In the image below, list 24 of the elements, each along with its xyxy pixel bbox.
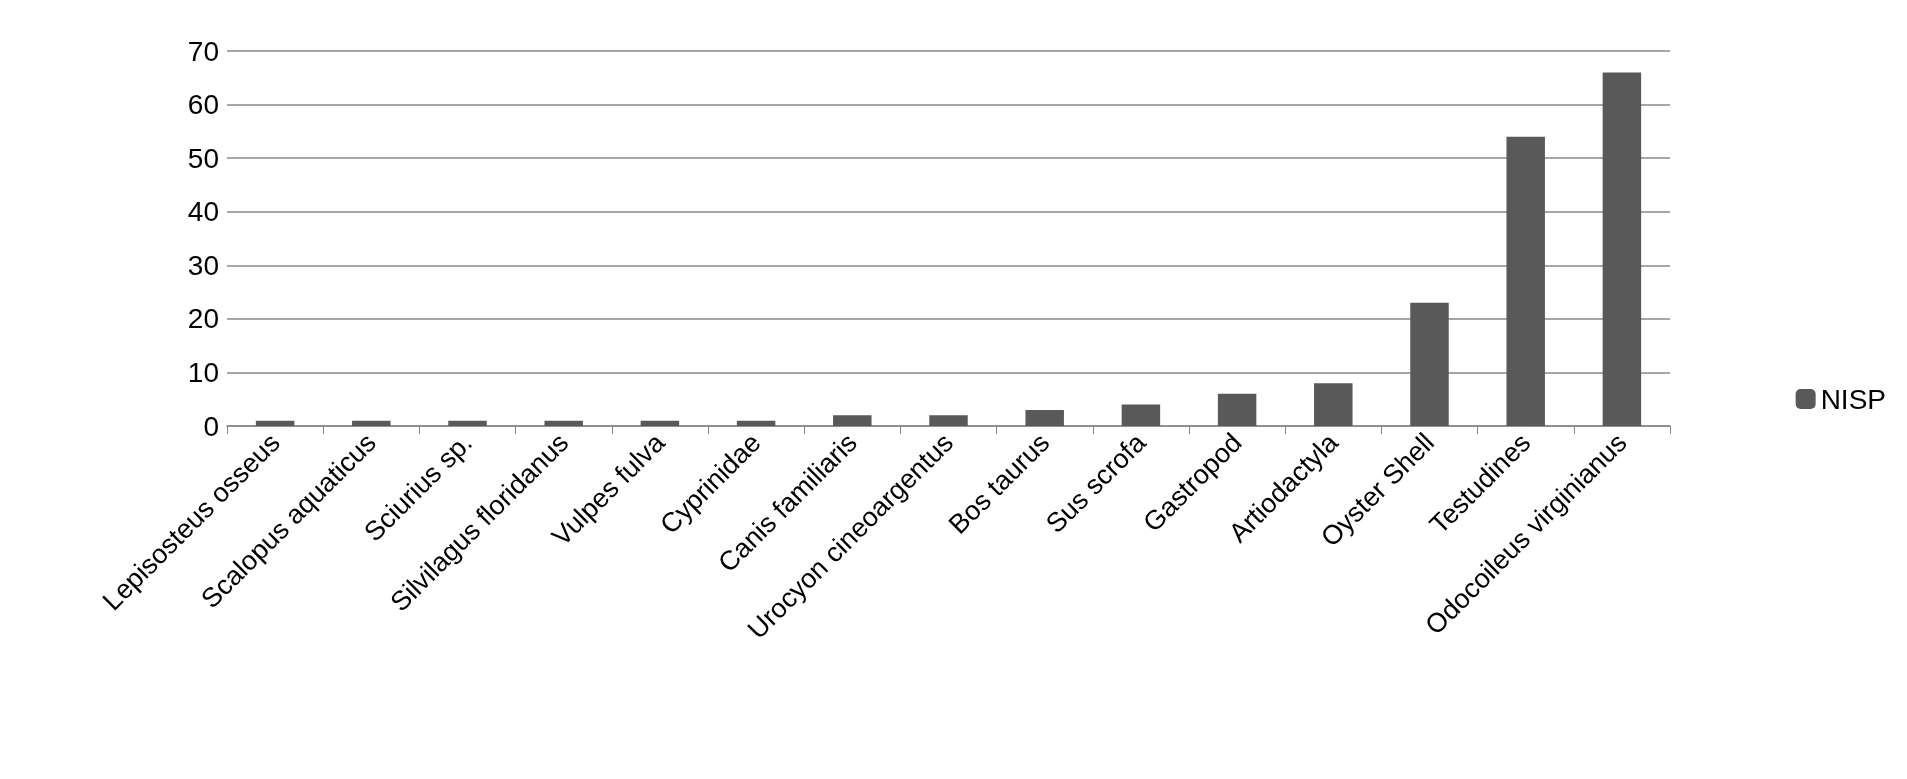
y-tick-label: 0 — [203, 410, 219, 442]
bar — [736, 420, 776, 426]
bar — [833, 415, 872, 426]
bar — [255, 420, 295, 426]
bar — [1025, 409, 1064, 426]
bar — [544, 420, 583, 426]
bar — [1121, 404, 1161, 426]
y-tick-label: 30 — [187, 249, 219, 281]
bar — [352, 420, 391, 426]
y-tick-label: 60 — [187, 89, 219, 121]
bar — [929, 415, 968, 426]
y-tick-label: 40 — [187, 196, 219, 228]
y-tick-label: 10 — [187, 356, 219, 388]
bar — [448, 420, 487, 426]
y-tick-label: 20 — [187, 303, 219, 335]
bar — [1217, 393, 1257, 426]
bar — [1410, 302, 1449, 426]
bar — [640, 420, 680, 426]
bar — [1602, 72, 1642, 426]
y-tick-label: 70 — [187, 35, 219, 67]
legend-label: NISP — [1820, 383, 1887, 415]
y-tick-label: 50 — [187, 142, 219, 174]
bar — [1314, 383, 1353, 426]
bar — [1506, 136, 1545, 426]
